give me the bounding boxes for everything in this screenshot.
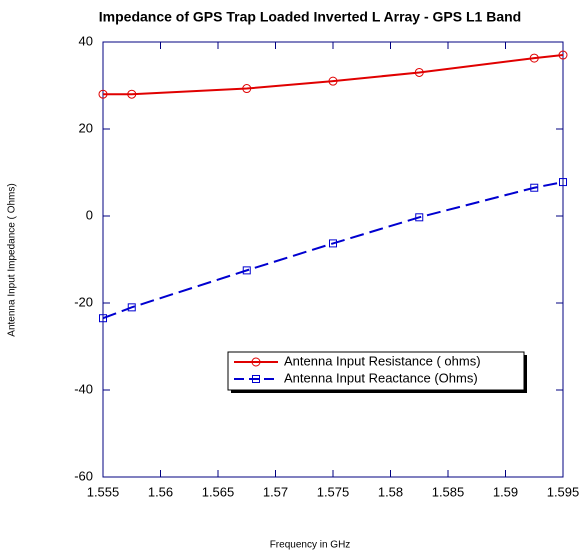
marker xyxy=(415,213,424,222)
legend-label: Antenna Input Resistance ( ohms) xyxy=(284,353,481,368)
x-tick-label: 1.555 xyxy=(87,484,120,499)
marker xyxy=(529,53,539,63)
legend xyxy=(227,351,525,391)
x-tick-label: 1.575 xyxy=(317,484,350,499)
marker xyxy=(530,183,539,192)
marker xyxy=(127,303,136,312)
series-line xyxy=(103,54,564,96)
y-tick-label: -40 xyxy=(74,381,93,396)
marker xyxy=(329,239,337,248)
marker xyxy=(558,50,568,60)
marker xyxy=(559,178,567,187)
marker xyxy=(242,84,252,94)
x-tick-label: 1.585 xyxy=(432,484,465,499)
chart-title: Impedance of GPS Trap Loaded Inverted L … xyxy=(99,9,521,25)
marker xyxy=(127,89,137,99)
marker xyxy=(328,76,338,86)
marker xyxy=(242,266,251,275)
y-tick-label: 0 xyxy=(86,207,93,222)
x-axis-label: Frequency in GHz xyxy=(270,540,351,551)
marker xyxy=(98,89,108,99)
x-tick-label: 1.58 xyxy=(378,484,403,499)
x-tick-label: 1.56 xyxy=(148,484,173,499)
series-line xyxy=(102,181,564,320)
x-tick-label: 1.57 xyxy=(263,484,288,499)
legend-label: Antenna Input Reactance (Ohms) xyxy=(284,370,478,385)
marker xyxy=(99,314,107,323)
x-tick-label: 1.565 xyxy=(202,484,235,499)
marker xyxy=(252,375,260,383)
y-axis-label: Antenna Input Impedance ( Ohms) xyxy=(7,183,18,336)
y-tick-label: -20 xyxy=(74,294,93,309)
x-tick-label: 1.595 xyxy=(547,484,580,499)
plot-frame xyxy=(102,41,564,478)
x-tick-label: 1.59 xyxy=(493,484,518,499)
y-tick-label: 40 xyxy=(79,33,93,48)
y-tick-label: 20 xyxy=(79,120,93,135)
marker xyxy=(251,357,261,367)
marker xyxy=(414,67,424,77)
y-tick-label: -60 xyxy=(74,468,93,483)
